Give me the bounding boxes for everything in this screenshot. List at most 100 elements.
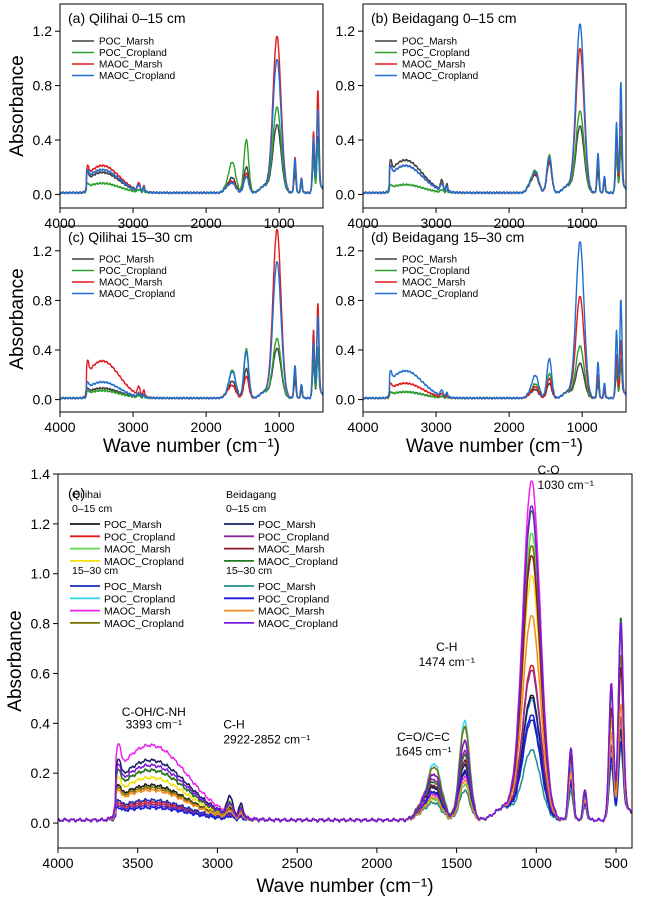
x-tick-label-d-2000: 2000 [494,419,525,435]
y-tick-label-e-7: 1.4 [31,466,51,482]
legend-label-e-2: MAOC_Marsh [104,544,171,556]
plot-frame-e [57,473,633,849]
plot-frame-c [59,225,324,413]
legend-header-qilihai-depth2: 15–30 cm [72,565,118,577]
y-tick-label-e-4: 0.8 [31,616,51,632]
legend-label-e-6: MAOC_Marsh [104,606,171,618]
y-tick-label-d-0: 0.0 [336,392,356,408]
y-tick-label-a-0: 0.0 [33,186,53,202]
y-tick-label-d-3: 1.2 [336,243,356,259]
x-tick-label-e-2500: 2500 [282,855,313,871]
annotation-wavenumber-4: 1030 cm⁻¹ [538,478,594,492]
legend-label-e-9: POC_Cropland [258,531,329,543]
y-axis-title-c: Absorbance [7,268,28,369]
legend-label-e-11: MAOC_Cropland [258,556,338,568]
y-tick-label-e-0: 0.0 [31,815,51,831]
panel-title-c: (c) Qilihai 15–30 cm [68,229,193,245]
series-line-c-maoc-cropland-3 [60,261,323,400]
x-tick-label-c-4000: 4000 [44,419,75,435]
series-group-a [60,35,323,195]
x-tick-label-a-4000: 4000 [44,215,75,231]
legend-label-d-2: MAOC_Marsh [402,278,465,289]
x-tick-label-a-1000: 1000 [264,215,295,231]
y-tick-label-c-1: 0.4 [33,342,53,358]
legend-label-d-3: MAOC_Cropland [402,289,478,300]
x-tick-label-e-500: 500 [604,855,628,871]
x-tick-label-a-3000: 3000 [117,215,148,231]
panel-e: 4000 3500 3000 2500 2000 1500 1000 500 0.0 0.2 0.4… [5,463,633,897]
legend-header-beidagang-depth2: 15–30 cm [226,565,272,577]
panel-a: 4000 3000 2000 1000 0.0 0.4 0.8 1.2 Absorbance (a… [7,3,324,231]
annotation-wavenumber-3: 1474 cm⁻¹ [419,655,475,669]
legend-label-c-0: POC_Marsh [99,255,154,266]
legend-label-b-3: MAOC_Cropland [402,71,478,82]
legend-label-e-3: MAOC_Cropland [104,556,184,568]
series-line-b-maoc-cropland-3 [363,23,626,195]
legend-label-e-15: MAOC_Cropland [258,618,338,630]
plot-frame-a [59,3,324,209]
x-axis-title-e: Wave number (cm⁻¹) [256,876,433,897]
legend-label-e-7: MAOC_Cropland [104,618,184,630]
series-line-a-maoc-cropland-3 [60,58,323,195]
y-tick-label-e-2: 0.4 [31,715,51,731]
panel-title-a: (a) Qilihai 0–15 cm [68,10,186,26]
legend-label-e-1: POC_Cropland [104,531,175,543]
panel-b: 4000 3000 2000 1000 0.0 0.4 0.8 1.2 (b) Beidagan… [336,3,627,231]
y-tick-label-b-2: 0.8 [336,78,356,94]
x-tick-label-c-2000: 2000 [191,419,222,435]
legend-label-a-3: MAOC_Cropland [99,71,175,82]
legend-label-e-5: POC_Cropland [104,593,175,605]
plot-frame-d [362,225,627,413]
y-tick-label-d-1: 0.4 [336,342,356,358]
annotation-label-2: C=O/C=C [397,730,450,744]
panel-title-d: (d) Beidagang 15–30 cm [371,229,524,245]
legend-label-b-0: POC_Marsh [402,37,457,48]
x-tick-label-e-2000: 2000 [361,855,392,871]
legend-label-d-1: POC_Cropland [402,266,470,277]
legend-header-beidagang-depth1: 0–15 cm [226,503,267,515]
series-group-e [58,480,632,823]
x-tick-label-e-1500: 1500 [441,855,472,871]
legend-label-e-4: POC_Marsh [104,581,162,593]
x-tick-label-d-3000: 3000 [420,419,451,435]
y-tick-label-e-3: 0.6 [31,665,51,681]
annotation-label-3: C-H [436,640,457,654]
legend-header-beidagang: Beidagang [226,489,276,501]
y-tick-label-b-1: 0.4 [336,132,356,148]
panel-title-b: (b) Beidagang 0–15 cm [371,10,517,26]
x-tick-label-a-2000: 2000 [191,215,222,231]
y-tick-label-b-3: 1.2 [336,23,356,39]
annotation-label-4: C-O [538,463,560,477]
y-tick-label-e-6: 1.2 [31,516,51,532]
series-group-b [363,23,626,195]
y-tick-label-c-2: 0.8 [33,292,53,308]
y-tick-label-a-3: 1.2 [33,23,53,39]
x-tick-label-b-1000: 1000 [567,215,598,231]
y-tick-label-c-3: 1.2 [33,243,53,259]
panel-title-e: (e) [68,485,85,501]
x-tick-label-d-4000: 4000 [347,419,378,435]
legend-header-qilihai: Qilihai [72,489,101,501]
x-tick-label-e-3500: 3500 [122,855,153,871]
legend-label-b-1: POC_Cropland [402,48,470,59]
y-tick-label-e-1: 0.2 [31,765,51,781]
x-tick-label-c-3000: 3000 [117,419,148,435]
y-tick-label-b-0: 0.0 [336,186,356,202]
legend-label-a-2: MAOC_Marsh [99,60,162,71]
y-tick-label-a-2: 0.8 [33,78,53,94]
legend-label-c-1: POC_Cropland [99,266,167,277]
y-tick-label-a-1: 0.4 [33,132,53,148]
legend-label-e-10: MAOC_Marsh [258,544,325,556]
x-tick-label-e-1000: 1000 [521,855,552,871]
legend-label-e-14: MAOC_Marsh [258,606,325,618]
legend-label-c-3: MAOC_Cropland [99,289,175,300]
annotation-label-0: C-OH/C-NH [122,705,186,719]
legend-label-e-0: POC_Marsh [104,519,162,531]
series-line-e-beidagang-maoc-cropland-15 [58,505,632,823]
legend-label-e-8: POC_Marsh [258,519,316,531]
legend-label-e-13: POC_Cropland [258,593,329,605]
x-axis-title-d: Wave number (cm⁻¹) [406,436,583,457]
legend-label-a-1: POC_Cropland [99,48,167,59]
